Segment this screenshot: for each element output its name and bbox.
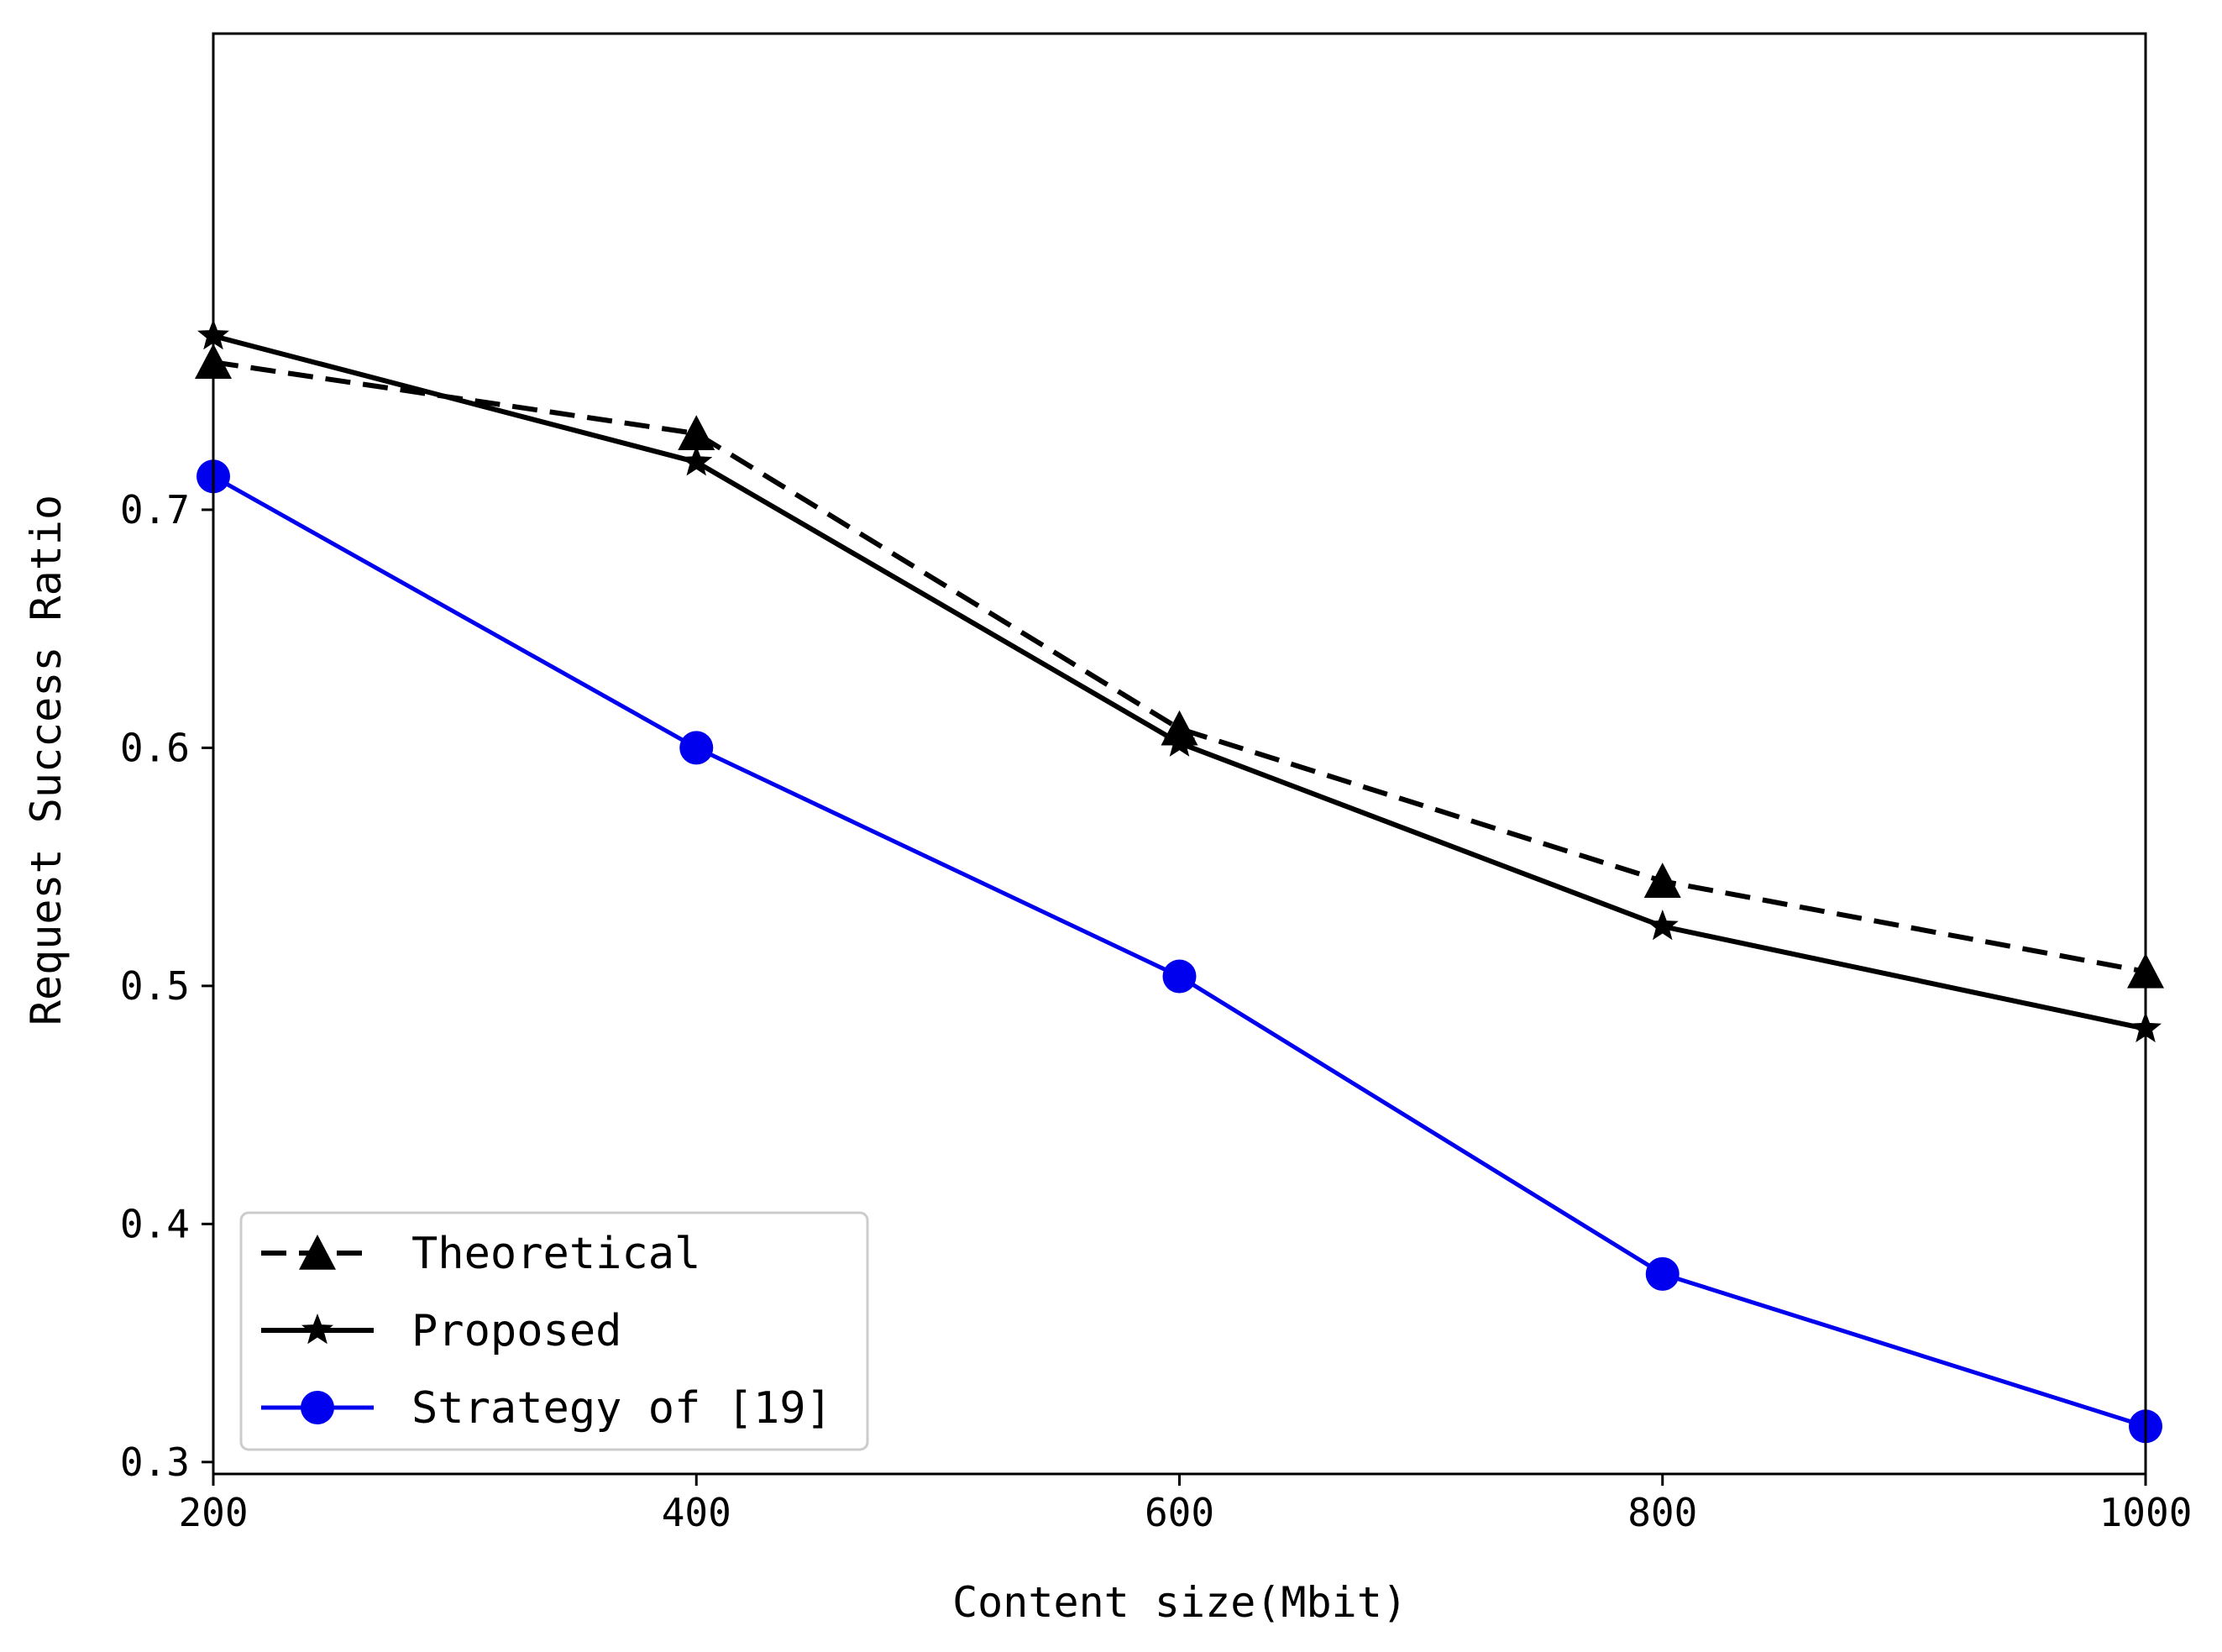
legend-box bbox=[239, 1211, 869, 1451]
data-point-proposed-800 bbox=[1646, 910, 1679, 941]
series-theoretical bbox=[195, 344, 2164, 989]
data-point-theoretical-400 bbox=[678, 415, 715, 451]
legend-label-strategy-of-19: Strategy of [19] bbox=[411, 1383, 832, 1434]
data-point-strategy-of-19-800 bbox=[1645, 1256, 1680, 1291]
y-axis-title: Request Success Ratio bbox=[22, 495, 71, 1025]
series-line-theoretical bbox=[212, 359, 2146, 974]
y-tick-label: 0.7 bbox=[120, 487, 190, 532]
legend-label-proposed: Proposed bbox=[411, 1306, 621, 1356]
data-point-theoretical-600 bbox=[1161, 710, 1198, 746]
legend-item-strategy-of-19: Strategy of [19] bbox=[261, 1383, 832, 1434]
y-tick-label: 0.3 bbox=[120, 1440, 190, 1485]
legend-item-proposed: Proposed bbox=[261, 1306, 621, 1356]
data-point-strategy-of-19-400 bbox=[679, 731, 714, 765]
legend-marker-proposed bbox=[301, 1314, 333, 1345]
legend-label-theoretical: Theoretical bbox=[411, 1229, 700, 1279]
y-tick-label: 0.4 bbox=[120, 1201, 190, 1246]
data-point-theoretical-800 bbox=[1643, 863, 1681, 898]
y-tick-label: 0.5 bbox=[120, 963, 190, 1009]
x-tick-label: 800 bbox=[1627, 1490, 1697, 1535]
series-strategy-of-19 bbox=[197, 459, 2162, 1444]
data-point-strategy-of-19-600 bbox=[1162, 959, 1197, 994]
x-tick-label: 1000 bbox=[2099, 1490, 2193, 1535]
x-tick-label: 600 bbox=[1145, 1490, 1214, 1535]
series-layer bbox=[195, 319, 2164, 1444]
legend-item-theoretical: Theoretical bbox=[261, 1229, 700, 1279]
legend-marker-theoretical bbox=[299, 1235, 336, 1270]
data-point-proposed-400 bbox=[680, 445, 713, 476]
legend-marker-strategy-of-19 bbox=[301, 1391, 334, 1424]
y-tick-label: 0.6 bbox=[120, 725, 190, 770]
legend: Theoretical Proposed Strategy of [19] bbox=[239, 1211, 869, 1451]
x-axis-title: Content size(Mbit) bbox=[952, 1578, 1407, 1627]
axes-layer: 200 400 600 800 1000 0.3 0.4 0.5 0.6 0.7 bbox=[120, 32, 2193, 1535]
x-tick-label: 200 bbox=[178, 1490, 248, 1535]
x-tick-label: 400 bbox=[662, 1490, 731, 1535]
